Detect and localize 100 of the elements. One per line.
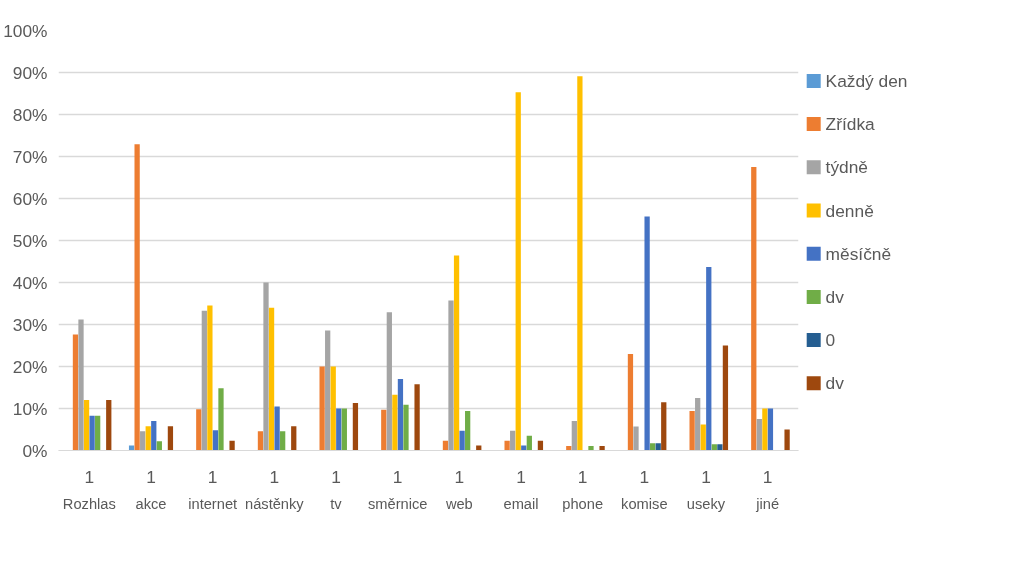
- bar: [599, 445, 605, 451]
- bar: [128, 445, 135, 451]
- bar: [700, 424, 706, 451]
- bar: [263, 282, 269, 451]
- legend-label: Každý den: [825, 70, 908, 91]
- bar: [201, 310, 207, 451]
- bar: [229, 440, 235, 451]
- legend-label: denně: [825, 200, 874, 221]
- bar: [655, 443, 661, 451]
- bar: [167, 426, 174, 451]
- bar: [756, 419, 762, 451]
- bar: [218, 388, 224, 451]
- legend-label: měsíčně: [825, 243, 892, 264]
- bar: [352, 403, 359, 451]
- bar: [95, 415, 101, 451]
- legend-label: dv: [825, 373, 845, 394]
- bar: [336, 408, 342, 451]
- category-label: 1 email: [503, 466, 539, 512]
- bar: [453, 255, 460, 451]
- bar: [722, 345, 729, 451]
- bar: [341, 408, 347, 451]
- bar: [392, 394, 398, 451]
- bar: [319, 366, 325, 451]
- y-tick-label: 90%: [12, 62, 48, 83]
- bar: [751, 167, 757, 451]
- bar: [711, 444, 717, 451]
- bar: [140, 431, 146, 451]
- bar: [526, 435, 532, 451]
- bar: [717, 444, 723, 451]
- bar: [459, 430, 465, 451]
- category-label: 1 Rozhlas: [62, 466, 116, 512]
- legend-label: dv: [825, 286, 845, 307]
- y-tick-label: 60%: [12, 188, 48, 209]
- bar: [78, 319, 84, 451]
- bar: [106, 400, 112, 451]
- bar: [515, 92, 521, 451]
- category-label: 1 nástěnky: [245, 466, 304, 512]
- bar: [196, 409, 202, 451]
- category-label: 1 useky: [686, 466, 726, 512]
- category-label: 1 internet: [188, 466, 238, 512]
- bar: [448, 300, 454, 451]
- legend-label: týdně: [825, 157, 868, 178]
- bar: [145, 426, 151, 451]
- bar: [156, 441, 162, 451]
- bar: [83, 400, 90, 451]
- bar: [633, 426, 639, 451]
- category-label: 1 phone: [562, 466, 604, 512]
- legend-label: Zřídka: [825, 114, 876, 135]
- bar: [280, 431, 286, 451]
- bar: [325, 330, 331, 451]
- category-label: 1 komise: [621, 466, 668, 512]
- bar: [644, 216, 650, 451]
- bar: [397, 379, 404, 451]
- bar: [577, 76, 583, 451]
- bar: [274, 406, 280, 451]
- bar: [762, 408, 768, 451]
- bar: [504, 440, 510, 451]
- bar: [767, 408, 774, 451]
- y-tick-label: 100%: [3, 20, 48, 41]
- bar: [72, 334, 79, 451]
- y-tick-label: 30%: [12, 314, 48, 335]
- category-label: 1 tv: [330, 466, 342, 512]
- category-label: 1 směrnice: [367, 466, 428, 512]
- legend-label: 0: [825, 330, 836, 351]
- bar: [151, 421, 157, 451]
- bar: [403, 404, 409, 451]
- y-tick-label: 50%: [12, 230, 48, 251]
- category-label: 1 jiné: [756, 466, 780, 512]
- bar: [330, 366, 336, 451]
- bar: [134, 144, 140, 451]
- y-tick-label: 70%: [12, 146, 48, 167]
- bar: [571, 421, 577, 451]
- bar: [381, 409, 387, 451]
- bar: [695, 398, 701, 451]
- bar: [510, 430, 516, 451]
- bar: [257, 431, 264, 451]
- y-tick-label: 10%: [12, 398, 48, 419]
- bar: [627, 353, 634, 451]
- category-label: 1 web: [445, 466, 473, 512]
- y-tick-label: 80%: [12, 104, 48, 125]
- bar: [650, 443, 656, 451]
- category-label: 1 akce: [135, 466, 167, 512]
- bar: [207, 305, 213, 451]
- y-tick-label: 20%: [12, 356, 48, 377]
- bar: [689, 411, 695, 451]
- bar: [521, 445, 527, 451]
- bar: [89, 415, 95, 451]
- bar: [386, 312, 392, 451]
- bar: [661, 402, 667, 451]
- bar: [784, 429, 790, 451]
- bar: [588, 445, 594, 451]
- bar: [414, 384, 420, 451]
- bar: [476, 445, 482, 451]
- bar: [212, 430, 219, 451]
- bar: [465, 411, 471, 451]
- y-tick-label: 40%: [12, 272, 48, 293]
- bar: [291, 426, 297, 451]
- bar: [268, 307, 275, 451]
- y-tick-label: 0%: [22, 440, 48, 461]
- bar: [706, 266, 712, 451]
